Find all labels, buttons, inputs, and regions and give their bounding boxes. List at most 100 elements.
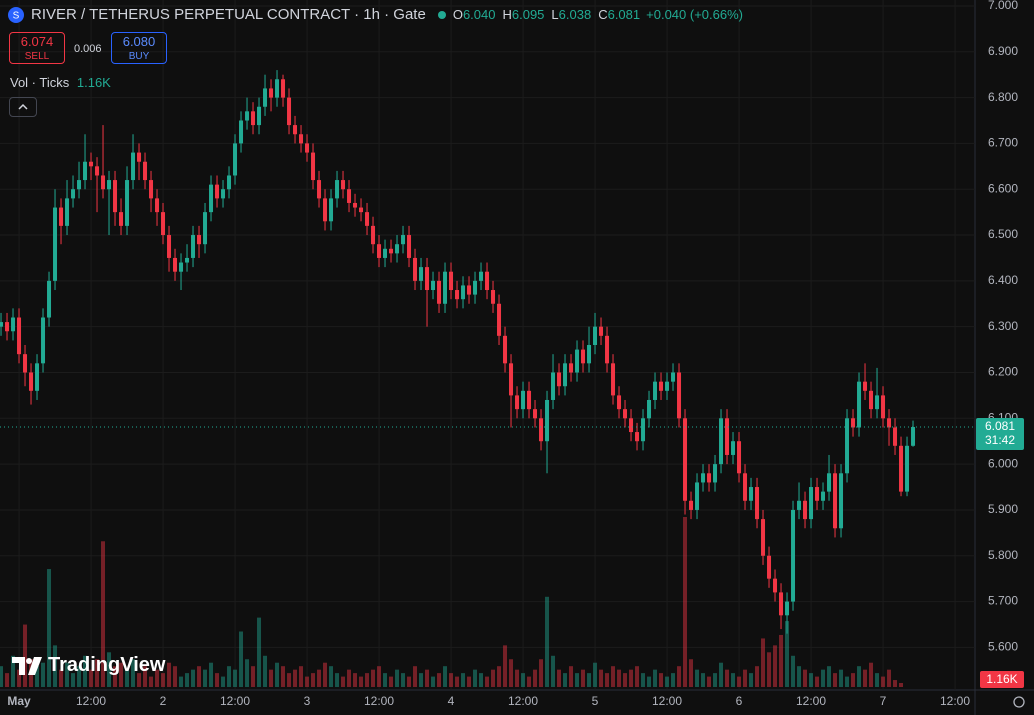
candle-body <box>335 180 340 199</box>
candle-body <box>149 180 154 199</box>
volume-bar <box>743 669 748 687</box>
volume-bar <box>653 669 658 687</box>
candle-body <box>737 441 742 474</box>
candle-body <box>203 212 208 245</box>
candle-body <box>5 322 10 332</box>
symbol-title: RIVER / TETHERUS PERPETUAL CONTRACT · 1h… <box>31 6 426 23</box>
volume-bar <box>569 666 574 687</box>
candle-body <box>443 271 448 304</box>
volume-bar <box>275 662 280 687</box>
candle-body <box>581 349 586 364</box>
y-tick-label: 6.400 <box>988 273 1018 287</box>
volume-bar <box>845 676 850 687</box>
candle-body <box>671 372 676 382</box>
volume-bar <box>395 669 400 687</box>
candle-body <box>41 317 46 364</box>
candle-body <box>755 487 760 520</box>
status-dot <box>437 10 446 19</box>
volume-bar <box>809 673 814 687</box>
candle-body <box>599 326 604 336</box>
volume-bar <box>887 669 892 687</box>
candle-body <box>155 198 160 213</box>
volume-bar <box>305 676 310 687</box>
volume-bars <box>0 517 904 687</box>
volume-bar <box>563 673 568 687</box>
volume-bar <box>413 666 418 687</box>
sell-button[interactable]: 6.074 SELL <box>9 32 65 64</box>
volume-bar <box>497 666 502 687</box>
volume-bar <box>593 662 598 687</box>
x-tick-label: 12:00 <box>652 694 682 708</box>
candle-body <box>185 257 190 263</box>
candle-body <box>851 418 856 428</box>
candle-body <box>389 248 394 254</box>
volume-bar <box>419 673 424 687</box>
candle-body <box>59 207 64 226</box>
volume-bar <box>617 669 622 687</box>
buy-button[interactable]: 6.080 BUY <box>111 32 167 64</box>
candle-body <box>323 198 328 222</box>
candle-body <box>491 290 496 304</box>
volume-bar <box>227 666 232 687</box>
volume-bar <box>71 673 76 687</box>
candle-body <box>539 418 544 442</box>
volume-bar <box>359 676 364 687</box>
candle-body <box>533 409 538 419</box>
candle-body <box>545 399 550 442</box>
y-tick-label: 6.000 <box>988 456 1018 470</box>
candle-body <box>299 134 304 144</box>
x-tick-label: 6 <box>736 694 743 708</box>
candle-body <box>893 427 898 446</box>
x-tick-label: May <box>7 694 31 708</box>
candle-body <box>245 111 250 121</box>
candle-body <box>77 180 82 190</box>
candle-body <box>0 322 4 327</box>
volume-bar <box>95 659 100 687</box>
candle-body <box>617 395 622 410</box>
header: S RIVER / TETHERUS PERPETUAL CONTRACT · … <box>8 6 743 23</box>
volume-bar <box>191 669 196 687</box>
candle-body <box>791 509 796 602</box>
collapse-button[interactable] <box>9 97 37 117</box>
volume-bar <box>827 666 832 687</box>
candle-body <box>317 180 322 199</box>
volume-bar <box>353 673 358 687</box>
candle-body <box>695 482 700 510</box>
sell-label: SELL <box>24 51 50 62</box>
volume-bar <box>155 669 160 687</box>
volume-bar <box>101 541 106 687</box>
volume-bar <box>695 669 700 687</box>
candle-body <box>527 390 532 410</box>
ohlc-value: 6.081 <box>607 7 641 22</box>
volume-bar <box>173 666 178 687</box>
volume-bar <box>779 634 784 687</box>
candle-body <box>191 235 196 258</box>
candle-body <box>605 335 610 364</box>
indicator-value: 1.16K <box>76 75 111 90</box>
y-tick-label: 6.300 <box>988 319 1018 333</box>
candle-body <box>407 235 412 258</box>
volume-bar <box>17 669 22 687</box>
candle-body <box>197 235 202 245</box>
candle-body <box>281 79 286 98</box>
volume-bar <box>41 662 46 687</box>
candle-body <box>635 432 640 442</box>
ohlc-key: O <box>452 7 463 22</box>
candle-body <box>803 500 808 520</box>
y-tick-label: 6.200 <box>988 365 1018 379</box>
volume-bar <box>53 645 58 687</box>
candle-body <box>593 326 598 345</box>
volume-bar <box>377 666 382 687</box>
volume-bar <box>857 666 862 687</box>
volume-bar <box>209 662 214 687</box>
volume-bar <box>389 676 394 687</box>
candle-body <box>53 207 58 281</box>
volume-bar <box>311 673 316 687</box>
volume-bar <box>557 669 562 687</box>
candle-body <box>767 555 772 579</box>
volume-bar <box>449 673 454 687</box>
volume-bar <box>149 676 154 687</box>
candle-body <box>425 267 430 291</box>
